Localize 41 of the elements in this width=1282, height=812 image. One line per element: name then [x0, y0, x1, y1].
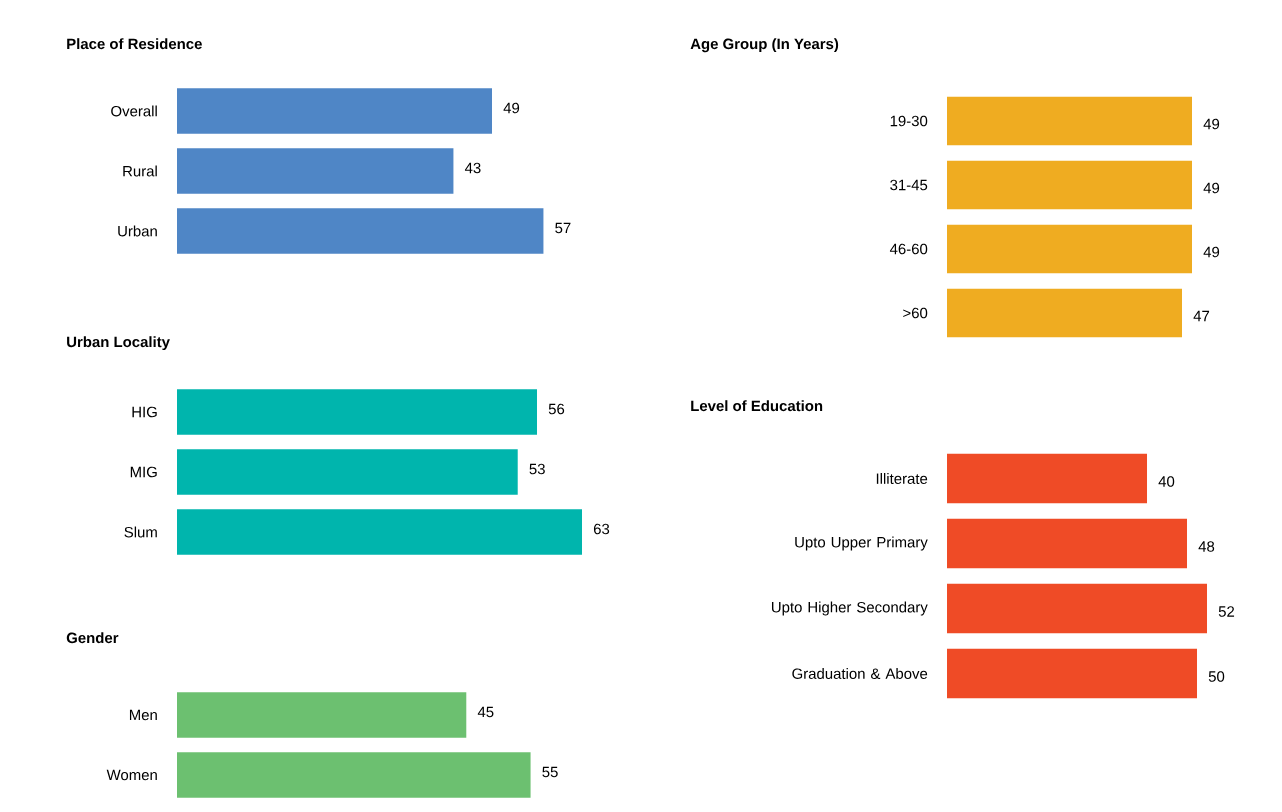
data-label: 56 — [548, 403, 565, 415]
y-tick-label: MIG — [130, 466, 157, 478]
data-label: 48 — [1198, 541, 1215, 552]
bar — [947, 518, 1187, 569]
y-tick-label: Slum — [124, 526, 157, 538]
data-label: 49 — [1203, 118, 1220, 130]
y-tick-label: Graduation & Above — [792, 668, 928, 679]
data-label: 49 — [1203, 182, 1220, 194]
chart-title: Gender — [66, 632, 119, 644]
y-tick-label: 31-45 — [890, 179, 928, 191]
y-tick-label: 46-60 — [889, 243, 928, 255]
y-tick-label: Upto Upper Primary — [795, 536, 928, 551]
chart-title: Place of Residence — [67, 38, 202, 50]
data-label: 49 — [503, 102, 520, 114]
text: Age Group (In Years) — [690, 38, 839, 53]
data-label: 53 — [529, 463, 545, 475]
data-label: 50 — [1208, 671, 1225, 682]
data-label: 43 — [464, 162, 481, 174]
y-tick-label: Urban — [118, 225, 157, 237]
bar — [947, 648, 1197, 699]
y-tick-label: 19-30 — [890, 115, 928, 127]
y-tick-label: Upto Higher Secondary — [771, 601, 928, 616]
data-label: 57 — [555, 222, 571, 234]
data-label: 49 — [1203, 246, 1220, 258]
data-label: 47 — [1193, 310, 1210, 322]
y-tick-label: Women — [106, 769, 157, 781]
data-label: 55 — [542, 766, 558, 778]
data-label: 40 — [1158, 476, 1175, 487]
y-tick-label: >60 — [903, 307, 928, 319]
bar — [947, 453, 1148, 504]
data-label: 45 — [477, 706, 494, 718]
y-tick-label: HIG — [132, 406, 157, 418]
text: Level of Education — [691, 400, 823, 412]
y-tick-label: Men — [129, 709, 157, 721]
y-tick-label: Rural — [123, 165, 157, 177]
y-tick-label: Illiterate — [876, 473, 928, 484]
bar — [947, 583, 1207, 634]
y-tick-label: Overall — [111, 105, 157, 117]
chart-title: Urban Locality — [67, 336, 170, 351]
data-label: 52 — [1218, 606, 1235, 617]
data-label: 63 — [593, 523, 610, 535]
